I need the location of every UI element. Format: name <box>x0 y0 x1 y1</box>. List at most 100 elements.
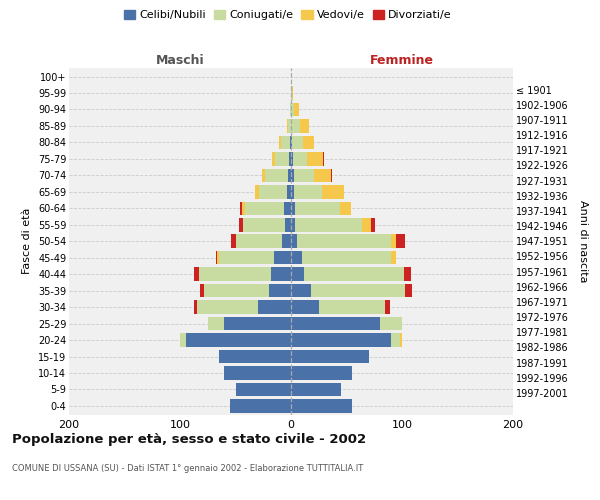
Bar <box>291 350 368 364</box>
Legend: Celibi/Nubili, Coniugati/e, Vedovi/e, Divorziati/e: Celibi/Nubili, Coniugati/e, Vedovi/e, Di… <box>120 6 456 25</box>
Bar <box>219 251 274 264</box>
Bar <box>323 152 325 166</box>
Text: Maschi: Maschi <box>155 54 205 68</box>
Bar <box>291 152 293 166</box>
Bar <box>215 251 217 264</box>
Bar <box>197 300 258 314</box>
Bar <box>319 300 385 314</box>
Bar <box>291 399 352 412</box>
Bar <box>292 136 303 149</box>
Text: Femmine: Femmine <box>370 54 434 68</box>
Bar <box>243 218 286 232</box>
Bar <box>391 251 397 264</box>
Bar <box>291 218 295 232</box>
Bar <box>289 152 291 166</box>
Bar <box>291 234 296 248</box>
Bar <box>295 202 340 215</box>
Bar <box>199 268 271 281</box>
Bar <box>307 152 323 166</box>
Bar <box>217 251 219 264</box>
Bar <box>291 334 391 347</box>
Bar <box>271 268 291 281</box>
Bar <box>185 334 291 347</box>
Bar <box>295 185 322 198</box>
Bar <box>295 168 314 182</box>
Bar <box>281 136 290 149</box>
Bar <box>291 268 304 281</box>
Bar <box>180 334 185 347</box>
Bar <box>293 152 307 166</box>
Bar <box>282 234 291 248</box>
Bar <box>404 268 411 281</box>
Bar <box>219 350 291 364</box>
Bar <box>322 185 344 198</box>
Bar <box>242 202 245 215</box>
Bar <box>205 284 269 298</box>
Bar <box>275 152 289 166</box>
Bar <box>291 136 292 149</box>
Bar <box>397 234 406 248</box>
Bar <box>304 268 404 281</box>
Bar <box>287 168 291 182</box>
Text: Popolazione per età, sesso e stato civile - 2002: Popolazione per età, sesso e stato civil… <box>12 432 366 446</box>
Bar <box>314 168 331 182</box>
Bar <box>230 399 291 412</box>
Bar <box>240 202 242 215</box>
Bar <box>224 366 291 380</box>
Bar <box>287 185 291 198</box>
Bar <box>239 218 243 232</box>
Y-axis label: Fasce di età: Fasce di età <box>22 208 32 274</box>
Bar <box>291 202 295 215</box>
Bar <box>362 218 371 232</box>
Bar <box>291 119 300 132</box>
Bar <box>290 102 291 116</box>
Bar <box>194 268 199 281</box>
Bar <box>274 251 291 264</box>
Text: COMUNE DI USSANA (SU) - Dati ISTAT 1° gennaio 2002 - Elaborazione TUTTITALIA.IT: COMUNE DI USSANA (SU) - Dati ISTAT 1° ge… <box>12 464 363 473</box>
Bar <box>406 284 412 298</box>
Bar <box>380 317 402 330</box>
Bar <box>256 185 259 198</box>
Bar <box>292 86 293 100</box>
Bar <box>371 218 376 232</box>
Bar <box>291 185 295 198</box>
Bar <box>194 300 197 314</box>
Bar <box>262 168 265 182</box>
Bar <box>287 119 291 132</box>
Bar <box>291 300 319 314</box>
Bar <box>385 300 390 314</box>
Bar <box>302 251 391 264</box>
Bar <box>340 202 351 215</box>
Bar <box>331 168 332 182</box>
Bar <box>303 136 314 149</box>
Bar <box>279 136 281 149</box>
Bar <box>286 218 291 232</box>
Y-axis label: Anni di nascita: Anni di nascita <box>578 200 588 282</box>
Bar <box>291 284 311 298</box>
Bar <box>258 300 291 314</box>
Bar <box>291 168 295 182</box>
Bar <box>291 382 341 396</box>
Bar <box>291 102 295 116</box>
Bar <box>235 234 282 248</box>
Bar <box>208 317 224 330</box>
Bar <box>391 334 400 347</box>
Bar <box>291 86 292 100</box>
Bar <box>295 218 362 232</box>
Bar <box>400 334 402 347</box>
Bar <box>224 317 291 330</box>
Bar <box>291 251 302 264</box>
Bar <box>296 234 391 248</box>
Bar <box>284 202 291 215</box>
Bar <box>200 284 205 298</box>
Bar <box>265 168 287 182</box>
Bar <box>311 284 406 298</box>
Bar <box>295 102 299 116</box>
Bar <box>269 284 291 298</box>
Bar <box>235 382 291 396</box>
Bar <box>259 185 287 198</box>
Bar <box>231 234 235 248</box>
Bar <box>391 234 397 248</box>
Bar <box>300 119 309 132</box>
Bar <box>272 152 275 166</box>
